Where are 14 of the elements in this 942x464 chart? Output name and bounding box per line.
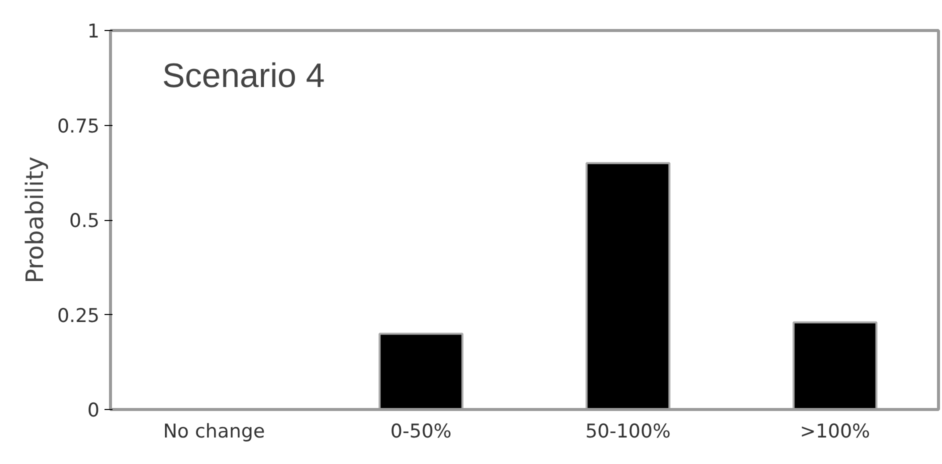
y-tick-label: 0.75 <box>57 115 100 138</box>
bar <box>792 321 878 410</box>
y-tick-label: 0.5 <box>69 210 100 232</box>
bar <box>586 162 670 410</box>
bar <box>378 332 464 410</box>
x-tick-label: 50-100% <box>585 420 671 442</box>
y-tick-label: 0.25 <box>57 304 100 327</box>
y-tick-label: 1 <box>87 20 100 42</box>
x-tick-label: No change <box>163 420 265 442</box>
x-tick-label: >100% <box>800 420 870 442</box>
x-tick-label: 0-50% <box>390 420 452 442</box>
y-tick-label: 0 <box>87 400 100 422</box>
y-axis-title: Probability <box>21 156 50 284</box>
text: Scenario 4 <box>162 57 325 96</box>
